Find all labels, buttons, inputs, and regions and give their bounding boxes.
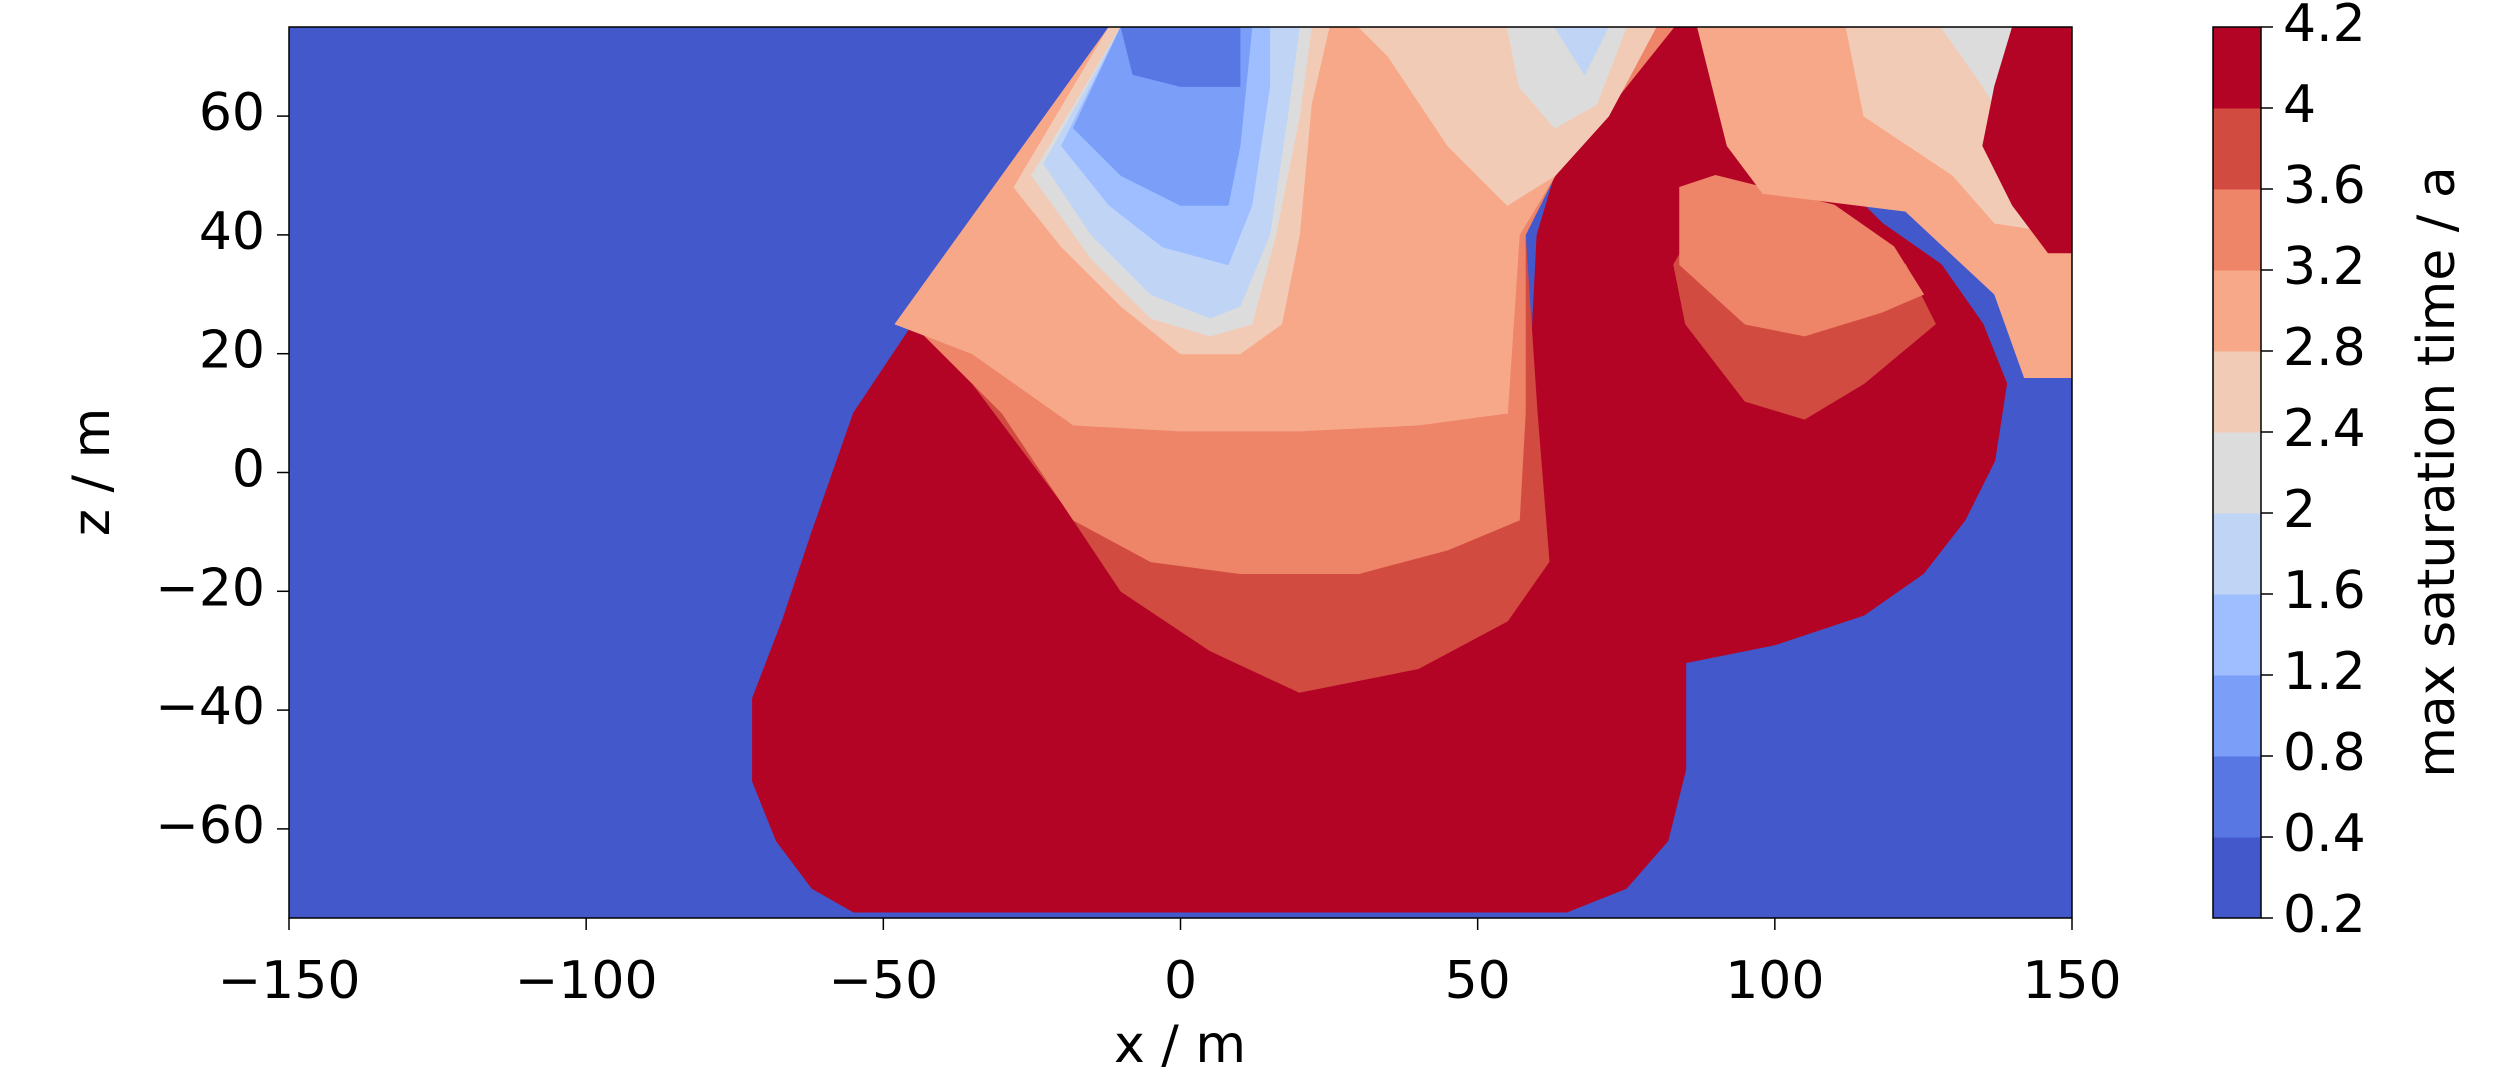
colorbar-segment [2213, 108, 2261, 190]
colorbar-tick-label: 0.8 [2283, 723, 2366, 783]
colorbar-segment [2213, 432, 2261, 514]
colorbar-segment [2213, 189, 2261, 271]
colorbar-tick-label: 3.6 [2283, 156, 2366, 216]
colorbar-tick-label: 1.2 [2283, 642, 2366, 702]
colorbar-segment [2213, 513, 2261, 595]
colorbar-tick-label: 0.4 [2283, 804, 2366, 864]
y-tick-label: 60 [199, 83, 265, 143]
colorbar-tick-label: 3.2 [2283, 237, 2366, 297]
colorbar-tick-label: 4 [2283, 75, 2316, 135]
colorbar-frame [2212, 26, 2262, 919]
x-tick-label: 0 [1164, 951, 1197, 1011]
x-tick-label: 100 [1725, 951, 1824, 1011]
colorbar-segment [2213, 27, 2261, 109]
y-tick-label: −60 [155, 796, 265, 856]
x-axis-label: x / m [1114, 1015, 1246, 1075]
y-tick-label: 0 [232, 440, 265, 500]
x-tick-label: 150 [2022, 951, 2121, 1011]
colorbar-segment [2213, 594, 2261, 676]
colorbar-segment [2213, 351, 2261, 433]
y-tick-label: 20 [199, 321, 265, 381]
colorbar-tick-label: 0.2 [2283, 885, 2366, 945]
colorbar-segment [2213, 837, 2261, 919]
colorbar-tick-label: 2 [2283, 480, 2316, 540]
colorbar-segment [2213, 675, 2261, 757]
colorbar-segment [2213, 270, 2261, 352]
plot-area [288, 26, 2073, 919]
x-tick-label: −150 [218, 951, 361, 1011]
x-tick-label: −100 [515, 951, 658, 1011]
colorbar-label: max saturation time / a [2407, 166, 2467, 777]
colorbar-tick-label: 2.4 [2283, 399, 2366, 459]
colorbar-tick-label: 2.8 [2283, 318, 2366, 378]
y-tick-label: −20 [155, 558, 265, 618]
colorbar-segment [2213, 756, 2261, 838]
y-axis-label: z / m [62, 408, 122, 537]
x-tick-label: −50 [828, 951, 938, 1011]
colorbar-tick-label: 1.6 [2283, 561, 2366, 621]
y-tick-label: −40 [155, 677, 265, 737]
y-tick-label: 40 [199, 202, 265, 262]
x-tick-label: 50 [1445, 951, 1511, 1011]
colorbar-tick-label: 4.2 [2283, 0, 2366, 54]
